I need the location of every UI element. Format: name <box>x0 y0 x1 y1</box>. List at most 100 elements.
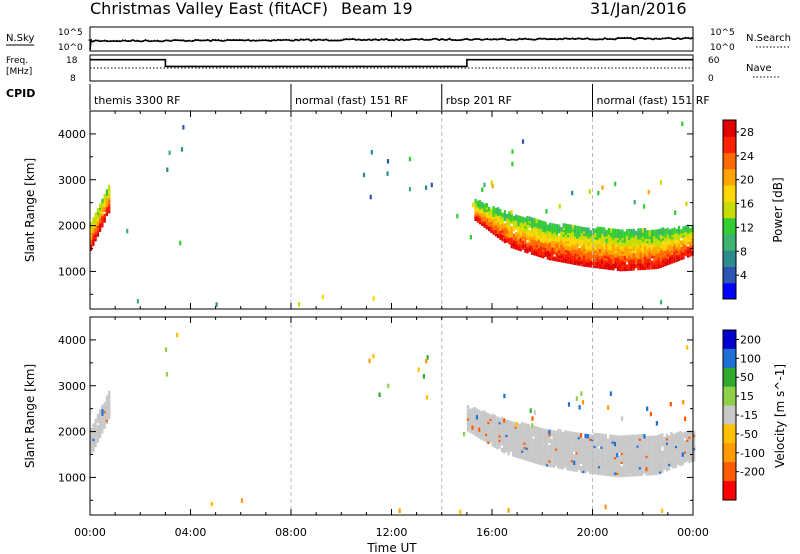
range-gate-cell <box>573 431 576 437</box>
range-gate-cell <box>422 374 425 379</box>
range-gate-cell <box>569 224 572 229</box>
range-gate-cell <box>182 125 185 130</box>
range-gate-cell <box>507 420 510 425</box>
range-gate-cell <box>690 431 693 436</box>
range-gate-cell <box>634 434 637 439</box>
range-gate-cell <box>566 439 569 444</box>
power-colorbar-label: Power [dB] <box>771 177 785 242</box>
velocity-panel: 1000 2000 3000 4000 00:00 04:00 08:00 12:00 16:… <box>23 316 787 554</box>
range-gate-cell <box>548 451 551 457</box>
range-gate-cell <box>492 221 495 226</box>
range-gate-cell <box>601 238 604 243</box>
range-gate-cell <box>621 416 624 421</box>
range-gate-cell <box>570 444 574 450</box>
range-gate-cell <box>605 243 608 248</box>
range-gate-cell <box>531 416 534 421</box>
range-gate-cell <box>483 203 486 208</box>
range-gate-cell <box>639 241 642 246</box>
range-gate-cell <box>674 432 678 438</box>
range-gate-cell <box>604 445 607 450</box>
range-gate-cell <box>578 405 581 410</box>
range-gate-cell <box>510 226 513 231</box>
range-gate-cell <box>663 465 666 470</box>
range-gate-cell <box>103 213 106 219</box>
range-gate-cell <box>529 408 532 413</box>
range-gate-cell <box>514 428 517 434</box>
range-gate-cell <box>628 233 631 238</box>
x-tick-label: 00:00 <box>74 526 106 539</box>
range-gate-cell <box>564 223 568 229</box>
range-gate-cell <box>561 436 564 441</box>
range-gate-cell <box>602 433 605 439</box>
range-gate-cell <box>607 471 610 477</box>
range-gate-cell <box>90 222 93 227</box>
range-gate-cell <box>641 469 644 474</box>
range-gate-cell <box>482 410 485 415</box>
range-gate-cell <box>655 229 658 234</box>
range-gate-cell <box>682 400 685 405</box>
range-gate-cell <box>483 182 486 188</box>
range-gate-cell <box>603 227 606 232</box>
range-gate-cell <box>503 210 506 215</box>
range-gate-cell <box>653 229 656 235</box>
range-gate-cell <box>506 218 509 223</box>
range-gate-cell <box>577 461 580 466</box>
x-tick-label: 12:00 <box>376 526 408 539</box>
range-gate-cell <box>637 228 640 233</box>
range-gate-cell <box>641 259 644 264</box>
range-gate-cell <box>575 432 578 437</box>
x-tick-label: 04:00 <box>175 526 207 539</box>
range-gate-cell <box>596 226 599 231</box>
range-gate-cell <box>559 440 562 445</box>
range-gate-cell <box>569 233 572 238</box>
range-gate-cell <box>629 450 632 455</box>
range-gate-cell <box>665 464 669 470</box>
range-gate-cell <box>485 411 488 417</box>
range-gate-cell <box>515 223 518 228</box>
range-gate-cell <box>516 427 519 432</box>
velocity-colorbar-segment <box>723 443 736 463</box>
range-gate-cell <box>546 224 549 229</box>
range-gate-cell <box>490 208 493 214</box>
range-gate-cell <box>616 229 620 234</box>
range-gate-cell <box>585 227 588 232</box>
range-gate-cell <box>625 240 629 245</box>
range-gate-cell <box>613 448 617 453</box>
range-gate-cell <box>430 182 433 188</box>
range-gate-cell <box>90 450 93 455</box>
range-gate-cell <box>664 233 667 238</box>
range-gate-cell <box>511 149 514 154</box>
range-gate-cell <box>668 466 671 471</box>
range-gate-cell <box>652 442 655 447</box>
range-gate-cell <box>635 263 638 269</box>
range-gate-cell <box>656 443 659 449</box>
range-gate-cell <box>650 260 653 266</box>
range-gate-cell <box>580 239 583 245</box>
range-gate-cell <box>551 223 554 228</box>
range-gate-cell <box>592 228 595 233</box>
range-gate-cell <box>101 207 104 212</box>
range-gate-cell <box>105 406 108 411</box>
range-gate-cell <box>555 252 558 258</box>
range-gate-cell <box>564 430 567 435</box>
range-gate-cell <box>549 222 552 228</box>
power-colorbar-segment <box>723 152 736 170</box>
y-tick-label: 2000 <box>58 220 86 233</box>
range-gate-cell <box>647 435 650 441</box>
range-gate-cell <box>647 189 650 195</box>
date-label: 31/Jan/2016 <box>590 0 687 18</box>
range-gate-cell <box>614 228 617 234</box>
range-gate-cell <box>506 214 509 219</box>
range-gate-cell <box>632 252 635 258</box>
freq-strip: Freq. [MHz] 18 8 60 0 Nave <box>6 54 780 84</box>
range-gate-cell <box>650 459 653 465</box>
nsearch-trace <box>89 36 694 42</box>
range-gate-cell <box>509 434 512 439</box>
range-gate-cell <box>619 255 622 261</box>
range-gate-cell <box>616 459 619 464</box>
range-gate-cell <box>321 294 324 300</box>
range-gate-cell <box>619 242 622 248</box>
range-gate-cell <box>99 203 102 208</box>
range-gate-cell <box>552 459 555 464</box>
range-gate-cell <box>92 423 95 428</box>
